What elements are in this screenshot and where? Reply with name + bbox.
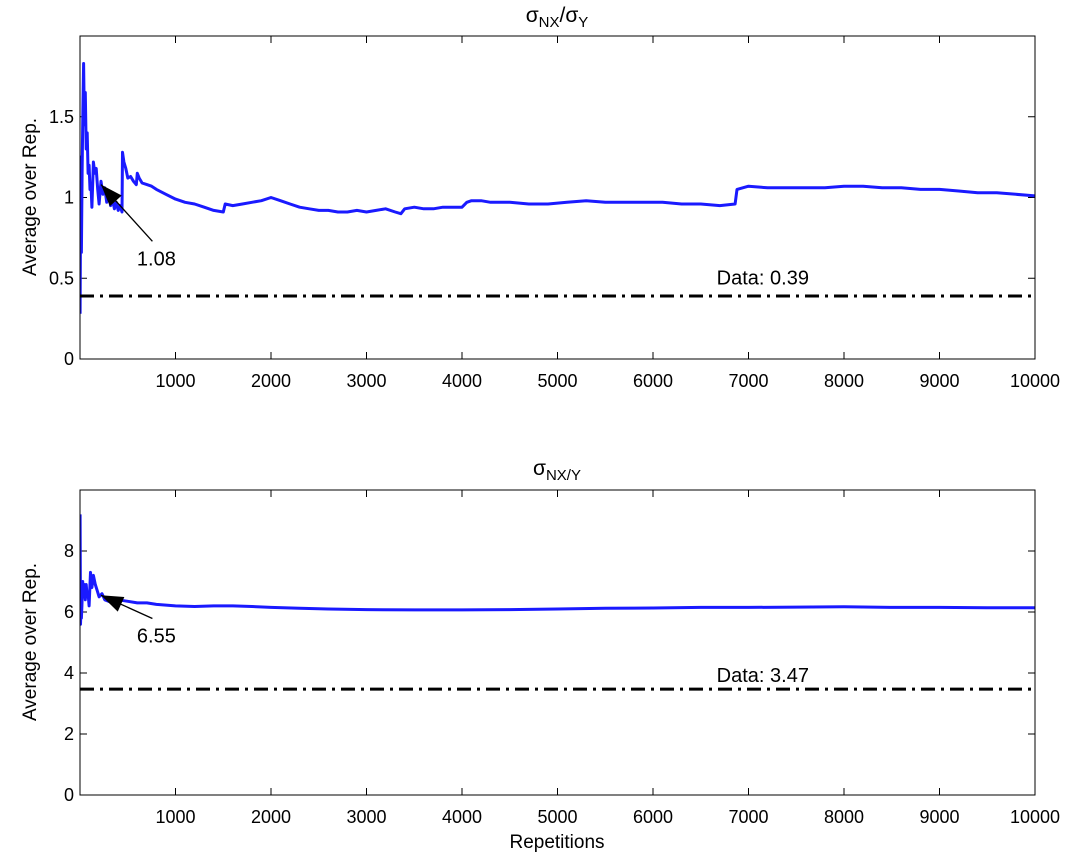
x-tick-label: 7000 [728, 371, 768, 391]
y-axis-label: Average over Rep. [20, 563, 41, 721]
annotation-label: 1.08 [137, 248, 176, 270]
x-tick-label: 6000 [633, 807, 673, 827]
x-tick-label: 5000 [537, 371, 577, 391]
y-tick-label: 1 [64, 188, 74, 208]
chart-sigma-conditional: σNX/Y Average over Rep. Repetitions 1000… [20, 457, 1060, 853]
y-tick-label: 0 [64, 349, 74, 369]
chart-sigma-ratio: σNX/σY Average over Rep. 1000 2000 3000 400… [20, 4, 1060, 391]
y-tick-label: 4 [64, 663, 74, 683]
x-tick-label: 1000 [155, 371, 195, 391]
x-tick-label: 10000 [1010, 371, 1060, 391]
chart-title: σNX/σY [526, 4, 589, 31]
x-tick-label: 9000 [919, 807, 959, 827]
annotation-label: Data: 0.39 [717, 268, 809, 290]
title-main: σ [533, 457, 546, 480]
x-tick-label: 8000 [824, 371, 864, 391]
y-tick-label: 0 [64, 785, 74, 805]
annotation-arrow-head [101, 184, 122, 207]
x-tick-label: 4000 [442, 807, 482, 827]
chart-title: σNX/Y [533, 457, 581, 484]
y-tick-label: 6 [64, 602, 74, 622]
y-tick-label: 1.5 [49, 107, 74, 127]
tick-layer: 1000 2000 3000 4000 5000 6000 7000 8000 9000 1000… [49, 36, 1060, 391]
title-main: σ [526, 4, 539, 27]
x-tick-label: 7000 [728, 807, 768, 827]
plot-frame [79, 489, 1036, 796]
x-tick-label: 2000 [251, 807, 291, 827]
annotation-label: Data: 3.47 [717, 665, 809, 687]
x-axis-label: Repetitions [509, 832, 604, 853]
title-middle: /σ [560, 4, 579, 27]
title-subscript-1: NX/Y [546, 467, 581, 484]
x-tick-label: 4000 [442, 371, 482, 391]
annotation-layer: Data: 0.39 1.08 [100, 184, 809, 290]
tick-layer: 1000 2000 3000 4000 5000 6000 7000 8000 9000 1000… [64, 490, 1060, 827]
simulation-average-line [80, 514, 1035, 626]
x-tick-label: 2000 [251, 371, 291, 391]
annotation-label: 6.55 [137, 626, 176, 648]
annotation-layer: Data: 3.47 6.55 [100, 594, 809, 687]
data-layer [80, 514, 1035, 691]
y-tick-label: 0.5 [49, 268, 74, 288]
x-tick-label: 1000 [155, 807, 195, 827]
title-subscript-2: Y [578, 14, 588, 31]
y-tick-label: 8 [64, 541, 74, 561]
x-tick-label: 5000 [537, 807, 577, 827]
x-tick-label: 9000 [919, 371, 959, 391]
x-tick-label: 10000 [1010, 807, 1060, 827]
data-layer [80, 62, 1035, 314]
x-tick-label: 3000 [346, 371, 386, 391]
y-tick-label: 2 [64, 724, 74, 744]
x-tick-label: 6000 [633, 371, 673, 391]
x-tick-label: 8000 [824, 807, 864, 827]
simulation-average-line [80, 62, 1035, 314]
plot-frame [79, 35, 1036, 360]
y-axis-label: Average over Rep. [20, 118, 41, 276]
title-subscript-1: NX [539, 14, 560, 31]
annotation-arrow-head [101, 595, 125, 612]
x-tick-label: 3000 [346, 807, 386, 827]
